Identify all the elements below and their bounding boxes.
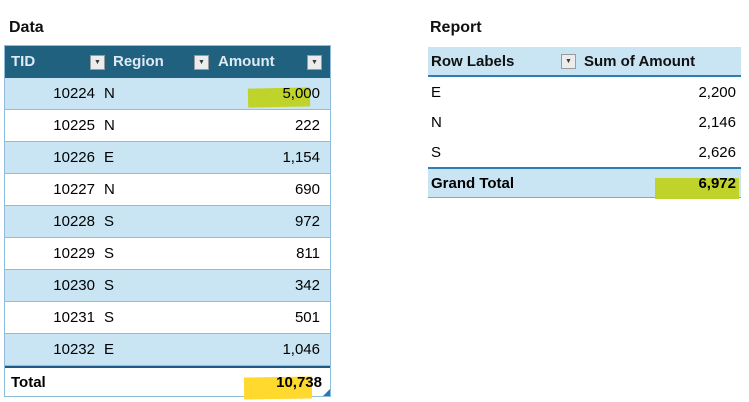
cell-region[interactable]: E xyxy=(104,341,115,358)
pivot-row: N 2,146 xyxy=(428,107,741,137)
cell-region[interactable]: N xyxy=(104,117,115,134)
cell-tid[interactable]: 10224 xyxy=(53,85,95,102)
cell-amount[interactable]: 222 xyxy=(294,117,320,134)
pivot-table: Row Labels ▼ Sum of Amount E 2,200 N 2,1… xyxy=(428,47,741,199)
cell-tid[interactable]: 10231 xyxy=(53,309,95,326)
column-header-tid: TID xyxy=(11,53,36,70)
highlighter-mark xyxy=(655,177,739,199)
pivot-row: S 2,626 xyxy=(428,137,741,167)
pivot-row: E 2,200 xyxy=(428,77,741,107)
table-row: 10224 N 5,000 xyxy=(5,78,330,110)
cell-amount[interactable]: 501 xyxy=(294,309,320,326)
column-header-amount: Amount xyxy=(218,53,275,70)
pivot-header-row: Row Labels ▼ Sum of Amount xyxy=(428,47,741,77)
table-row: 10227 N 690 xyxy=(5,174,330,206)
cell-tid[interactable]: 10227 xyxy=(53,181,95,198)
table-row: 10228 S 972 xyxy=(5,206,330,238)
pivot-row-value[interactable]: 2,146 xyxy=(698,113,736,131)
amount-filter-dropdown-icon[interactable]: ▼ xyxy=(307,55,322,70)
report-section-title: Report xyxy=(430,19,482,36)
cell-tid[interactable]: 10230 xyxy=(53,277,95,294)
table-row: 10231 S 501 xyxy=(5,302,330,334)
region-filter-dropdown-icon[interactable]: ▼ xyxy=(194,55,209,70)
pivot-row-label[interactable]: S xyxy=(431,143,442,161)
cell-amount[interactable]: 5,000 xyxy=(212,85,330,108)
total-label[interactable]: Total xyxy=(11,373,46,391)
total-amount-cell[interactable]: 10,738 xyxy=(200,374,330,399)
pivot-row-value[interactable]: 2,200 xyxy=(698,83,736,101)
pivot-row-value[interactable]: 2,626 xyxy=(698,143,736,161)
cell-region[interactable]: N xyxy=(104,181,115,198)
cell-region[interactable]: S xyxy=(104,213,115,230)
data-table-header-row: TID ▼ Region ▼ Amount ▼ xyxy=(5,46,330,78)
table-row: 10226 E 1,154 xyxy=(5,142,330,174)
cell-tid[interactable]: 10232 xyxy=(53,341,95,358)
cell-amount[interactable]: 972 xyxy=(294,213,320,230)
column-header-sum-of-amount: Sum of Amount xyxy=(584,53,696,70)
data-section-title: Data xyxy=(9,19,44,36)
row-labels-filter-dropdown-icon[interactable]: ▼ xyxy=(561,54,576,69)
cell-amount[interactable]: 342 xyxy=(294,277,320,294)
cell-amount[interactable]: 811 xyxy=(296,245,320,262)
cell-region[interactable]: N xyxy=(104,85,115,102)
cell-amount[interactable]: 1,154 xyxy=(282,149,320,166)
pivot-row-label[interactable]: N xyxy=(431,113,442,131)
cell-region[interactable]: E xyxy=(104,149,115,166)
table-row: 10225 N 222 xyxy=(5,110,330,142)
cell-tid[interactable]: 10228 xyxy=(53,213,95,230)
table-row: 10232 E 1,046 xyxy=(5,334,330,366)
cell-amount[interactable]: 1,046 xyxy=(282,341,320,358)
cell-tid[interactable]: 10226 xyxy=(53,149,95,166)
data-table: TID ▼ Region ▼ Amount ▼ 10224 N 5,000 10… xyxy=(4,45,331,399)
tid-filter-dropdown-icon[interactable]: ▼ xyxy=(90,55,105,70)
pivot-row-label[interactable]: E xyxy=(431,83,442,101)
cell-region[interactable]: S xyxy=(104,309,115,326)
column-header-region: Region xyxy=(113,53,164,70)
total-row: Total 10,738 xyxy=(5,366,330,399)
cell-tid[interactable]: 10229 xyxy=(53,245,95,262)
grand-total-row: Grand Total 6,972 xyxy=(428,167,741,199)
cell-tid[interactable]: 10225 xyxy=(53,117,95,134)
cell-amount[interactable]: 690 xyxy=(294,181,320,198)
grand-total-label[interactable]: Grand Total xyxy=(431,174,515,192)
cell-region[interactable]: S xyxy=(104,245,115,262)
column-header-row-labels: Row Labels xyxy=(431,53,515,70)
grand-total-value-cell[interactable]: 6,972 xyxy=(601,175,741,199)
cell-region[interactable]: S xyxy=(104,277,115,294)
table-row: 10230 S 342 xyxy=(5,270,330,302)
table-row: 10229 S 811 xyxy=(5,238,330,270)
table-resize-handle[interactable] xyxy=(323,389,330,396)
